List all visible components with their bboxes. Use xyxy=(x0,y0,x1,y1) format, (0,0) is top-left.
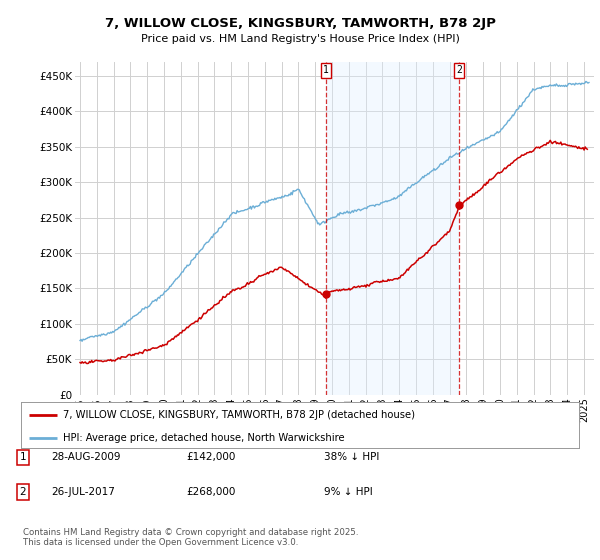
Text: 2: 2 xyxy=(19,487,26,497)
Text: £142,000: £142,000 xyxy=(186,452,235,462)
Text: Price paid vs. HM Land Registry's House Price Index (HPI): Price paid vs. HM Land Registry's House … xyxy=(140,34,460,44)
Text: HPI: Average price, detached house, North Warwickshire: HPI: Average price, detached house, Nort… xyxy=(63,433,344,443)
Text: 2: 2 xyxy=(456,65,462,75)
Text: 38% ↓ HPI: 38% ↓ HPI xyxy=(324,452,379,462)
Text: £268,000: £268,000 xyxy=(186,487,235,497)
Text: 28-AUG-2009: 28-AUG-2009 xyxy=(51,452,121,462)
Text: 26-JUL-2017: 26-JUL-2017 xyxy=(51,487,115,497)
Text: 7, WILLOW CLOSE, KINGSBURY, TAMWORTH, B78 2JP: 7, WILLOW CLOSE, KINGSBURY, TAMWORTH, B7… xyxy=(104,17,496,30)
Text: 1: 1 xyxy=(323,65,329,75)
Text: Contains HM Land Registry data © Crown copyright and database right 2025.
This d: Contains HM Land Registry data © Crown c… xyxy=(23,528,358,547)
Text: 9% ↓ HPI: 9% ↓ HPI xyxy=(324,487,373,497)
Bar xyxy=(326,62,459,395)
Text: 7, WILLOW CLOSE, KINGSBURY, TAMWORTH, B78 2JP (detached house): 7, WILLOW CLOSE, KINGSBURY, TAMWORTH, B7… xyxy=(63,410,415,420)
Text: 1: 1 xyxy=(19,452,26,463)
